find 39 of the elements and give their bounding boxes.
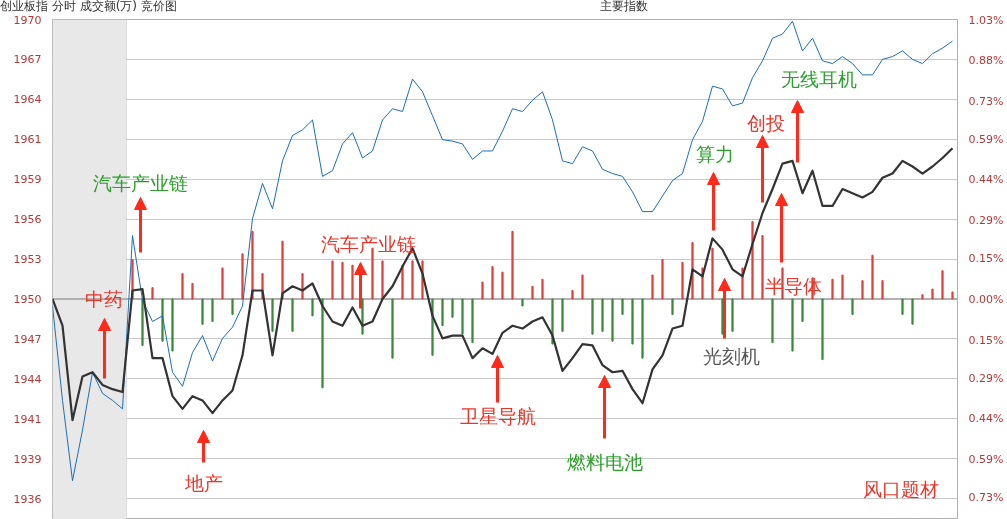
y2-tick-label: 0.44%	[968, 412, 1004, 426]
y-tick-label: 1947	[13, 332, 42, 346]
y2-tick-label: 0.15%	[968, 333, 1004, 347]
annotation: 汽车产业链	[321, 232, 416, 255]
annotation: 无线耳机	[780, 67, 857, 90]
y2-tick-label: 0.15%	[968, 252, 1004, 266]
annotation: 创投	[746, 111, 785, 134]
y2-tick-label: 0.29%	[968, 371, 1004, 385]
annotation: 中药	[84, 287, 123, 310]
text: 主要指数	[600, 0, 648, 13]
y-tick-label: 1961	[13, 133, 42, 147]
y2-tick-label: 0.88%	[968, 53, 1004, 67]
annotation: 汽车产业链	[93, 171, 188, 194]
y-tick-label: 1967	[13, 53, 42, 67]
y2-tick-label: 0.00%	[968, 292, 1004, 306]
y-tick-label: 1939	[13, 452, 42, 466]
y-tick-label: 1936	[13, 492, 42, 506]
annotation: 地产	[183, 471, 223, 494]
y2-tick-label: 0.44%	[968, 173, 1004, 187]
y2-tick-label: 0.29%	[968, 214, 1004, 228]
annotation: 光刻机	[703, 344, 760, 367]
y-tick-label: 1956	[13, 213, 42, 227]
y-tick-label: 1959	[13, 173, 42, 187]
annotation: 燃料电池	[566, 450, 643, 473]
y2-tick-label: 0.73%	[968, 94, 1004, 108]
y-tick-label: 1944	[13, 372, 42, 386]
y2-tick-label: 0.59%	[968, 453, 1004, 467]
annotation: 算力	[695, 142, 734, 165]
annotation: 风口题材	[862, 477, 939, 500]
annotation: 卫星导航	[459, 404, 536, 427]
y-tick-label: 1953	[13, 253, 42, 267]
y2-tick-label: 0.59%	[968, 132, 1004, 146]
y-tick-label: 1970	[13, 13, 42, 27]
y-tick-label: 1941	[13, 412, 42, 426]
chart-title: 创业板指 分时 成交额(万) 竞价图	[0, 0, 177, 13]
y2-tick-label: 1.03%	[968, 13, 1004, 27]
y-tick-label: 1964	[13, 93, 42, 107]
y-tick-label: 1950	[13, 292, 42, 306]
y2-tick-label: 0.73%	[968, 491, 1004, 505]
